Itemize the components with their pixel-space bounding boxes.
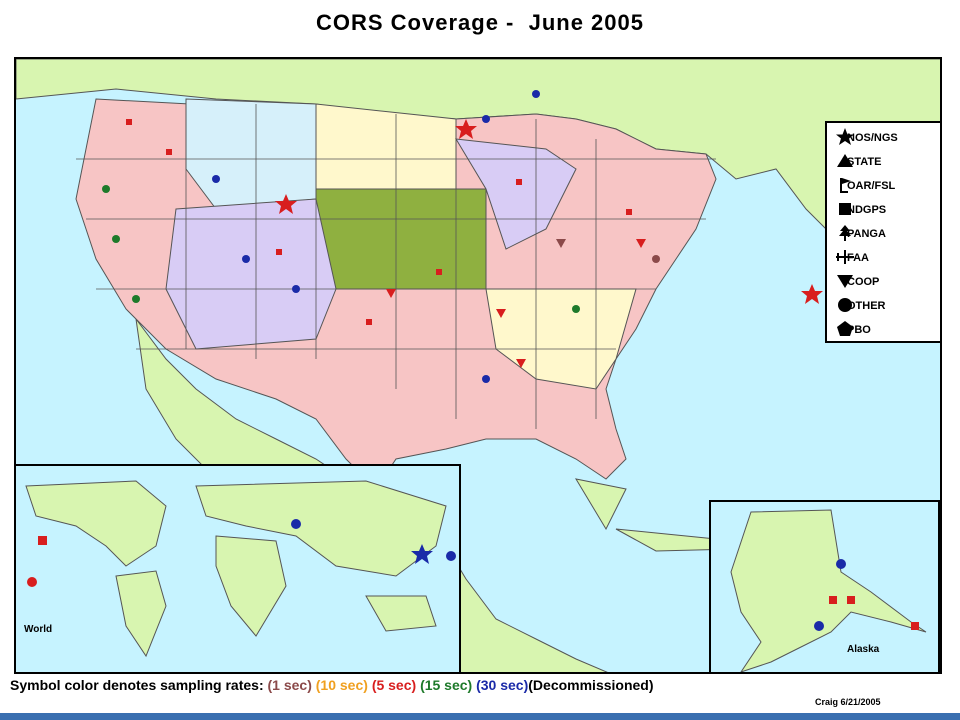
region-great-lakes — [455, 138, 577, 250]
legend-label: NDGPS — [847, 204, 887, 216]
rate-10sec: (10 sec) — [315, 677, 368, 693]
world-map — [25, 480, 456, 658]
region-dakotas — [315, 103, 457, 190]
legend: NOS/NGS STATE OAR/FSL NDGPS PANGA FAA CO… — [825, 121, 940, 343]
bottom-bar — [0, 713, 960, 720]
flag-icon — [840, 178, 851, 193]
rate-decommissioned: (Decommissioned) — [528, 677, 654, 693]
alaska-inset[interactable]: Alaska — [709, 500, 940, 674]
alaska-inset-label: Alaska — [847, 644, 880, 655]
star-icon — [836, 128, 854, 145]
legend-item: OAR/FSL — [835, 175, 895, 197]
alaska-map — [730, 509, 927, 672]
legend-item: FAA — [835, 247, 869, 269]
plane-icon — [836, 250, 854, 264]
legend-item: PANGA — [835, 223, 886, 245]
legend-item: PBO — [835, 319, 871, 341]
florida-land — [574, 478, 627, 531]
state-boundaries — [76, 99, 716, 429]
rate-5sec: (5 sec) — [371, 677, 417, 693]
legend-label: OTHER — [847, 300, 886, 312]
legend-item: NDGPS — [835, 199, 886, 221]
tree-icon — [839, 225, 851, 241]
caption-prefix: Symbol color denotes sampling rates: — [10, 677, 268, 693]
legend-label: NOS/NGS — [847, 132, 898, 144]
square-icon — [839, 203, 851, 215]
triangle-up-icon — [837, 154, 853, 167]
credit: Craig 6/21/2005 — [815, 697, 881, 707]
circle-icon — [838, 298, 852, 312]
legend-item: OTHER — [835, 295, 886, 317]
map-title: CORS Coverage - June 2005 — [315, 10, 644, 35]
region-midwest-green — [315, 188, 487, 290]
legend-label: STATE — [847, 156, 882, 168]
rate-1sec: (1 sec) — [267, 677, 312, 693]
triangle-down-icon — [837, 275, 853, 288]
legend-label: OAR/FSL — [847, 180, 896, 192]
station-markers — [102, 90, 823, 383]
legend-label: COOP — [847, 276, 880, 288]
sampling-rate-caption: Symbol color denotes sampling rates: (1 … — [10, 677, 654, 693]
legend-label: PANGA — [847, 228, 886, 240]
region-west-lavender — [165, 198, 337, 350]
legend-item: COOP — [835, 271, 879, 293]
legend-label: FAA — [847, 252, 869, 264]
region-montana — [185, 98, 317, 210]
legend-item: STATE — [835, 151, 881, 173]
legend-item: NOS/NGS — [835, 127, 898, 149]
world-inset-label: World — [24, 624, 53, 635]
world-inset[interactable]: World — [14, 464, 461, 674]
rate-15sec: (15 sec) — [420, 677, 473, 693]
pentagon-icon — [837, 321, 853, 336]
rate-30sec: (30 sec) — [476, 677, 529, 693]
